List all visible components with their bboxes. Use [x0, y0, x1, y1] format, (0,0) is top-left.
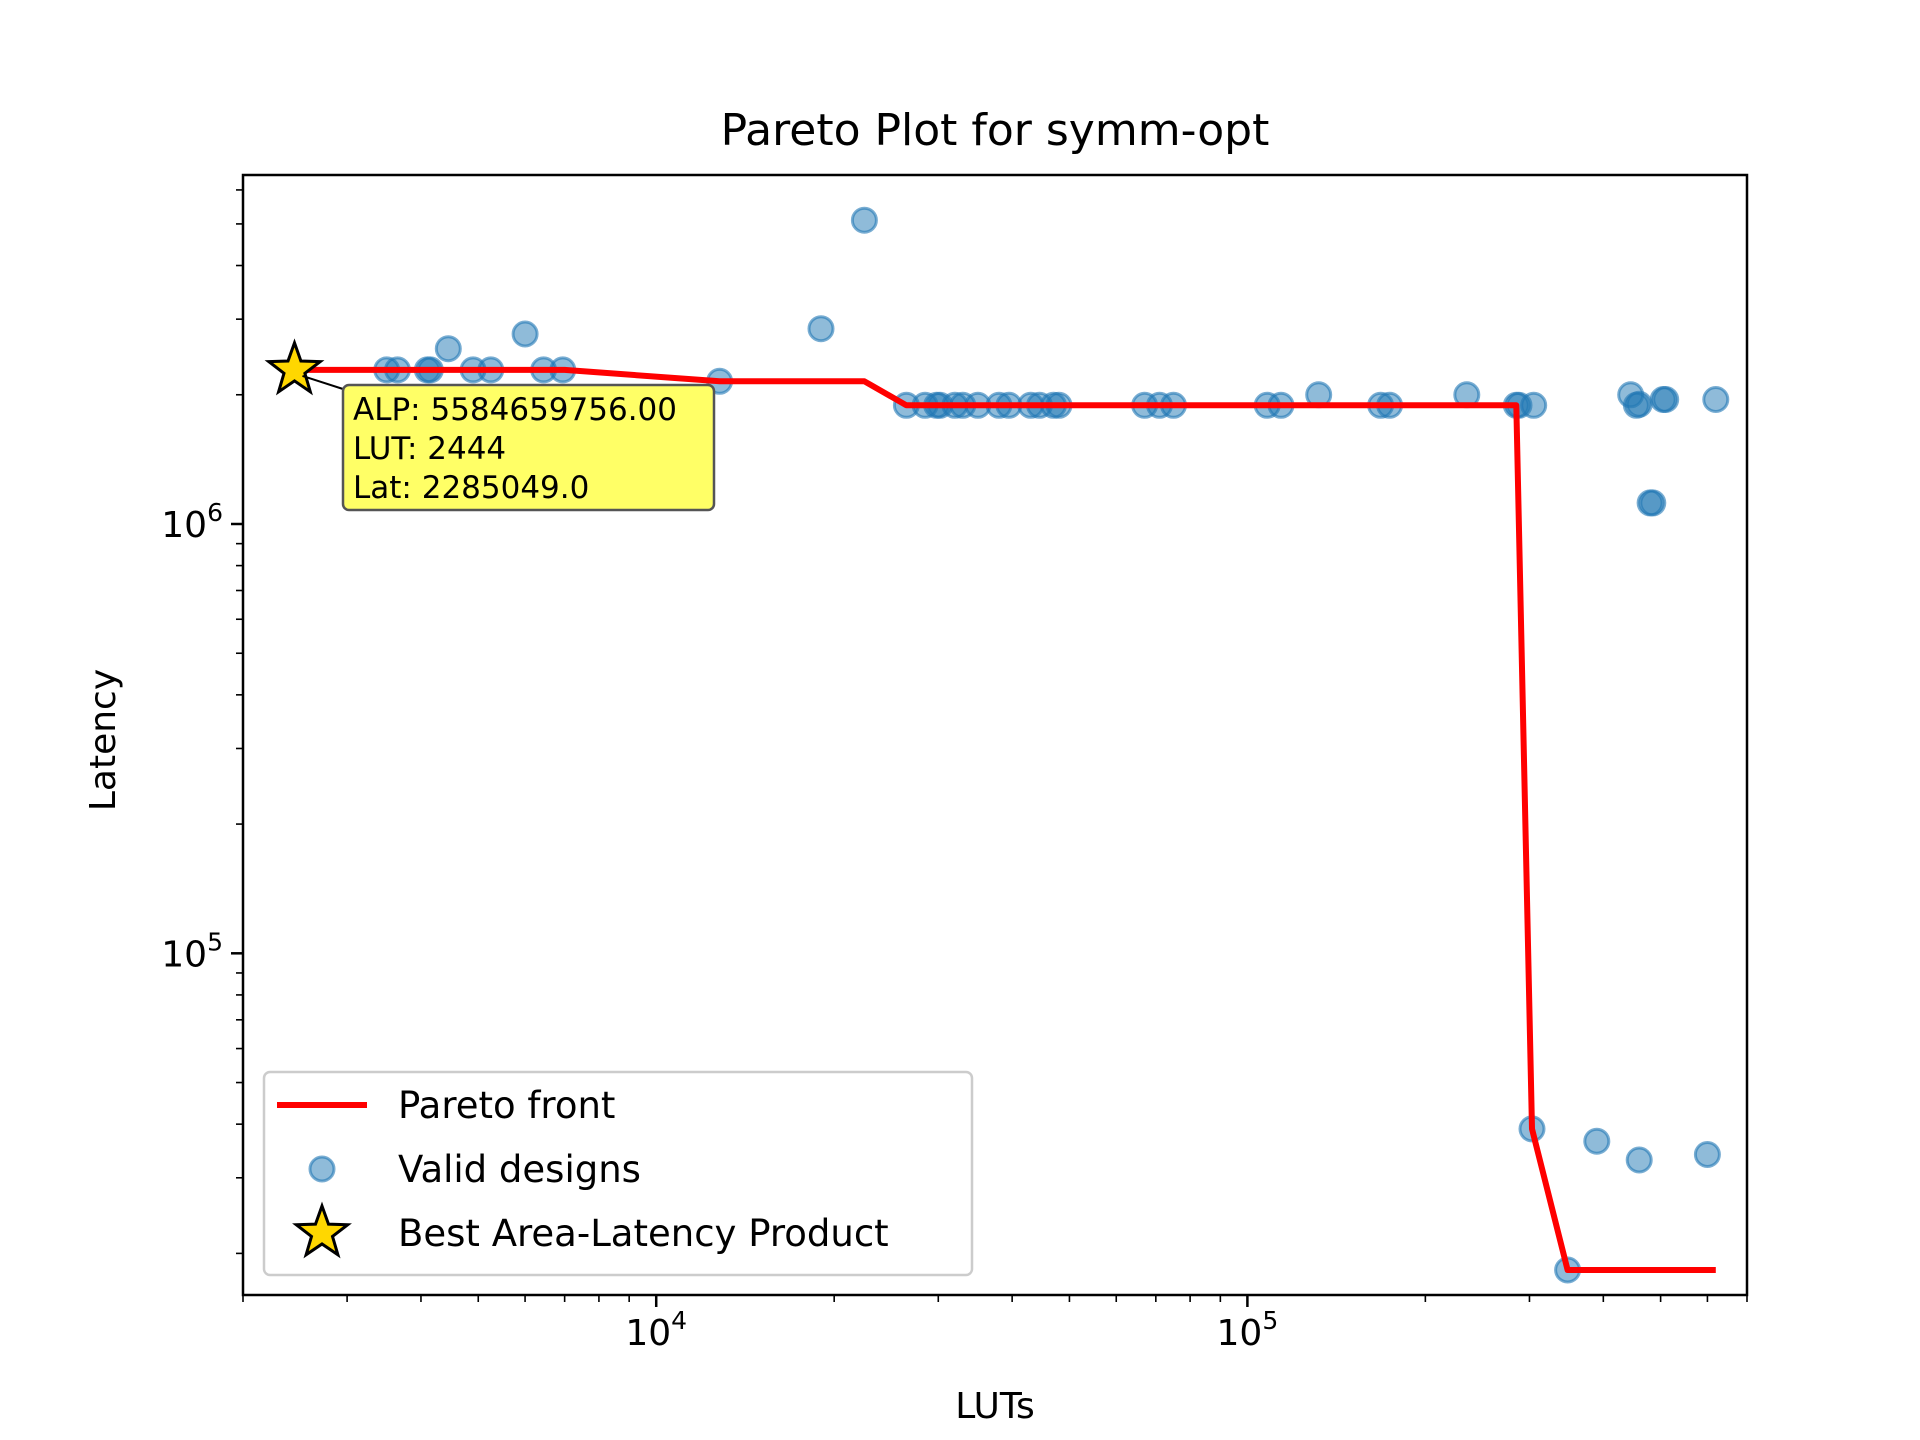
x-tick-label: 105: [1217, 1306, 1279, 1354]
x-tick-label: 104: [625, 1306, 687, 1354]
data-point: [807, 315, 835, 343]
y-axis-label: Latency: [83, 669, 124, 811]
legend-box: [262, 1070, 974, 1277]
legend-label: Best Area-Latency Product: [398, 1212, 889, 1255]
data-point: [1625, 1146, 1653, 1174]
plot-frame: [241, 173, 1749, 1297]
annotation-arrow: [302, 374, 344, 390]
data-point: [1702, 386, 1730, 413]
legend: [262, 1070, 974, 1277]
y-tick-label: 105: [161, 927, 223, 975]
data-point: [511, 320, 539, 348]
data-point: [850, 206, 878, 234]
pareto-front-line: [294, 366, 1716, 1273]
legend-scatter-marker: [308, 1155, 336, 1183]
data-point: [1583, 1127, 1611, 1155]
annotation-line-2: LUT: 2444: [353, 431, 506, 467]
chart-title: Pareto Plot for symm-opt: [721, 105, 1270, 156]
data-point: [1652, 386, 1680, 413]
annotation-box: [341, 383, 716, 512]
y-tick-label: 106: [161, 498, 223, 546]
data-point: [1693, 1141, 1721, 1168]
data-point: [1639, 489, 1667, 517]
best-alp-star: [264, 338, 325, 396]
legend-label: Valid designs: [398, 1148, 641, 1191]
legend-star-marker: [292, 1201, 352, 1259]
x-axis-label: LUTs: [955, 1386, 1034, 1427]
annotation-line-3: Lat: 2285049.0: [353, 470, 589, 506]
data-point: [434, 335, 462, 363]
annotation-line-1: ALP: 5584659756.00: [353, 392, 677, 428]
data-point: [1625, 390, 1653, 418]
legend-label: Pareto front: [398, 1084, 615, 1127]
data-point: [1520, 391, 1548, 419]
